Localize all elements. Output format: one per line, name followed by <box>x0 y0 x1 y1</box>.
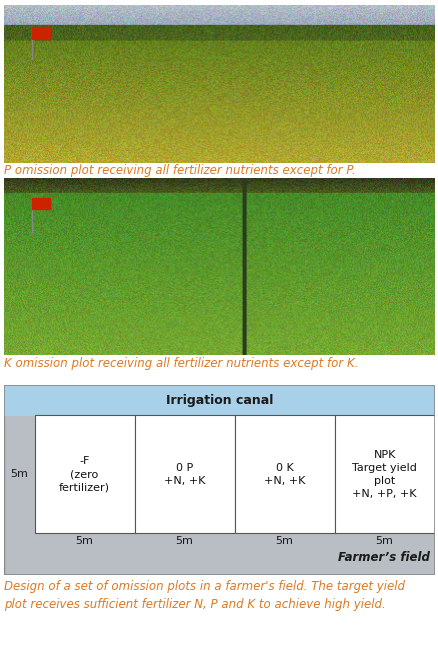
Bar <box>134 415 234 533</box>
Text: Farmer’s field: Farmer’s field <box>338 551 429 564</box>
Text: -F
(zero
fertilizer): -F (zero fertilizer) <box>59 456 110 493</box>
Text: 5m: 5m <box>175 536 193 546</box>
Bar <box>35 415 134 533</box>
Bar <box>4 385 434 415</box>
Text: 5m: 5m <box>11 469 28 480</box>
Text: 5m: 5m <box>375 536 392 546</box>
Bar <box>32 198 50 210</box>
Bar <box>334 415 434 533</box>
Text: 5m: 5m <box>75 536 93 546</box>
Text: NPK
Target yield
plot
+N, +P, +K: NPK Target yield plot +N, +P, +K <box>351 449 416 499</box>
Text: 0 P
+N, +K: 0 P +N, +K <box>163 463 205 486</box>
Text: K omission plot receiving all fertilizer nutrients except for K.: K omission plot receiving all fertilizer… <box>4 357 358 370</box>
Text: Irrigation canal: Irrigation canal <box>166 394 272 407</box>
Text: 5m: 5m <box>275 536 293 546</box>
Bar <box>32 27 50 39</box>
Text: 0 K
+N, +K: 0 K +N, +K <box>263 463 304 486</box>
Text: P omission plot receiving all fertilizer nutrients except for P.: P omission plot receiving all fertilizer… <box>4 164 355 177</box>
Bar <box>234 415 334 533</box>
Text: Design of a set of omission plots in a farmer's field. The target yield
plot rec: Design of a set of omission plots in a f… <box>4 580 404 611</box>
